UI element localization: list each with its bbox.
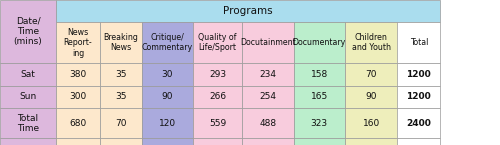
Text: 266: 266 (209, 92, 226, 101)
Bar (294, 63, 345, 86)
Bar (242, 22, 294, 63)
Bar (345, 108, 398, 138)
Bar (242, 86, 294, 108)
Text: 30: 30 (162, 70, 173, 79)
Bar (193, 63, 242, 86)
Bar (193, 22, 242, 63)
Bar (193, 108, 242, 138)
Bar (398, 108, 440, 138)
Bar (294, 86, 345, 108)
Bar (0, 0, 56, 63)
Bar (56, 63, 100, 86)
Bar (345, 63, 398, 86)
Text: 120: 120 (158, 119, 176, 128)
Text: News
Report-
ing: News Report- ing (64, 28, 92, 58)
Bar (0, 86, 56, 108)
Text: Children
and Youth: Children and Youth (352, 33, 391, 52)
Text: 158: 158 (310, 70, 328, 79)
Text: 70: 70 (115, 119, 126, 128)
Bar (294, 22, 345, 63)
Bar (142, 138, 193, 145)
Text: 323: 323 (310, 119, 328, 128)
Bar (0, 108, 56, 138)
Bar (345, 22, 398, 63)
Text: 293: 293 (209, 70, 226, 79)
Text: 1200: 1200 (406, 92, 431, 101)
Bar (100, 22, 141, 63)
Bar (242, 63, 294, 86)
Bar (142, 86, 193, 108)
Bar (0, 63, 56, 86)
Bar (294, 138, 345, 145)
Text: 1200: 1200 (406, 70, 431, 79)
Text: 2400: 2400 (406, 119, 431, 128)
Bar (56, 22, 100, 63)
Text: 559: 559 (209, 119, 226, 128)
Text: Sun: Sun (20, 92, 36, 101)
Bar (242, 138, 294, 145)
Bar (345, 86, 398, 108)
Text: 35: 35 (115, 70, 126, 79)
Text: 680: 680 (70, 119, 86, 128)
Text: Docutainment: Docutainment (240, 38, 296, 47)
Bar (100, 86, 141, 108)
Text: Critique/
Commentary: Critique/ Commentary (142, 33, 193, 52)
Text: 380: 380 (70, 70, 86, 79)
Bar (142, 108, 193, 138)
Bar (142, 63, 193, 86)
Bar (398, 63, 440, 86)
Text: Documentary: Documentary (292, 38, 346, 47)
Bar (294, 108, 345, 138)
Bar (193, 86, 242, 108)
Text: Sat: Sat (20, 70, 36, 79)
Text: 165: 165 (310, 92, 328, 101)
Text: 254: 254 (259, 92, 276, 101)
Text: 90: 90 (366, 92, 377, 101)
Text: Total: Total (410, 38, 428, 47)
Bar (100, 108, 141, 138)
Text: Breaking
News: Breaking News (104, 33, 138, 52)
Bar (0, 138, 56, 145)
Bar (56, 108, 100, 138)
Bar (142, 22, 193, 63)
Text: 234: 234 (259, 70, 276, 79)
Text: 35: 35 (115, 92, 126, 101)
Bar (56, 86, 100, 108)
Text: Total
Time: Total Time (17, 114, 39, 133)
Bar (398, 86, 440, 108)
Bar (56, 0, 440, 22)
Text: 70: 70 (366, 70, 377, 79)
Text: 488: 488 (259, 119, 276, 128)
Text: Date/
Time
(mins): Date/ Time (mins) (14, 17, 42, 46)
Text: Quality of
Life/Sport: Quality of Life/Sport (198, 33, 237, 52)
Text: 300: 300 (70, 92, 86, 101)
Text: 160: 160 (362, 119, 380, 128)
Bar (56, 138, 100, 145)
Bar (398, 138, 440, 145)
Bar (242, 108, 294, 138)
Bar (100, 63, 141, 86)
Text: Programs: Programs (223, 6, 273, 16)
Bar (398, 22, 440, 63)
Bar (193, 138, 242, 145)
Text: 90: 90 (162, 92, 173, 101)
Bar (345, 138, 398, 145)
Bar (100, 138, 141, 145)
